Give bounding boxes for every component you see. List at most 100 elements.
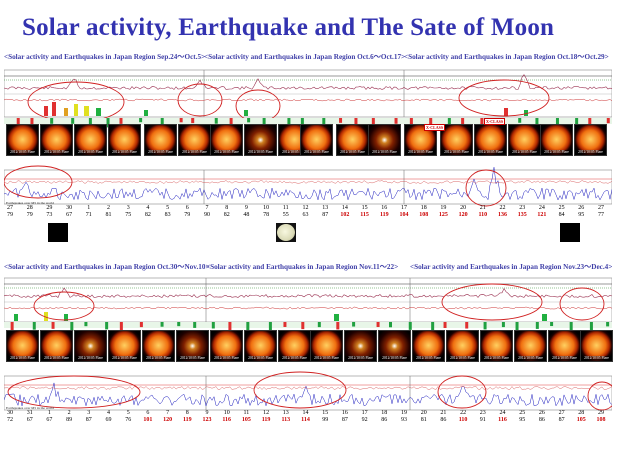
earthquake-marker (431, 322, 435, 332)
day-label: 27 (598, 205, 604, 211)
top-combined-chart (4, 69, 612, 207)
solar-image: 2012/10/05 Flare (108, 330, 141, 362)
solar-image: 2012/10/05 Flare (6, 124, 39, 156)
solar-image: 2012/10/05 Flare (540, 124, 573, 156)
day-label: 14 (302, 410, 309, 416)
eq-count: 83 (164, 212, 171, 218)
earthquake-marker (389, 322, 393, 328)
panel-header-4: <Solar activity and Earthquakes in Japan… (4, 263, 210, 271)
earthquake-marker (376, 322, 380, 328)
earthquake-marker (535, 322, 539, 329)
solar-image: 2012/10/05 Flare (40, 330, 73, 362)
eq-count: 86 (538, 417, 545, 423)
earthquake-marker (51, 322, 55, 329)
day-label: 18 (420, 205, 427, 211)
earthquake-marker (160, 322, 164, 327)
earthquake-marker (16, 118, 20, 127)
solar-image: 2012/10/05 Flare (508, 124, 541, 156)
earthquake-markers (16, 118, 610, 128)
day-label: 28 (578, 410, 585, 416)
solar-image: 2012/10/05 Flare (74, 124, 107, 156)
solar-image-caption: 2012/10/05 Flare (109, 356, 140, 360)
day-label: 2 (107, 205, 110, 211)
day-label: 7 (205, 205, 209, 211)
magnetic-field-series (4, 74, 612, 102)
day-label: 8 (225, 205, 229, 211)
solar-image: 2012/10/05 Flare (244, 330, 277, 362)
solar-image: 2012/10/05 Flare (474, 124, 507, 156)
highlight-circles-upper (33, 283, 605, 321)
eq-count: 79 (184, 212, 191, 218)
solar-image: 2012/10/05 Flare (336, 124, 369, 156)
solar-image-caption: 2012/10/05 Flare (211, 356, 242, 360)
day-label: 10 (223, 410, 230, 416)
earthquake-marker (32, 322, 36, 330)
day-label: 26 (538, 410, 545, 416)
day-label: 25 (519, 410, 526, 416)
solar-image: 2012/10/05 Flare (74, 330, 107, 362)
eq-count: 95 (578, 212, 585, 218)
day-label: 24 (538, 205, 545, 211)
earthquake-marker (214, 118, 218, 124)
earthquake-marker (606, 118, 610, 124)
solar-image: 2012/10/05 Flare (514, 330, 547, 362)
eq-count: 89 (66, 417, 73, 423)
earthquake-marker (339, 118, 343, 123)
eq-count: 82 (223, 212, 230, 218)
solar-image-caption: 2012/10/05 Flare (179, 150, 210, 154)
eq-count: 90 (204, 212, 210, 218)
earthquake-marker (119, 322, 123, 331)
day-label: 4 (107, 410, 110, 416)
panel-header-2: <Solar activity and Earthquakes in Japan… (204, 53, 406, 61)
solar-image: 2012/10/05 Flare (412, 330, 445, 362)
solar-image: 2012/10/05 Flare (480, 330, 513, 362)
eq-count: 110 (478, 212, 488, 218)
day-label: 5 (166, 205, 170, 211)
earthquake-marker (193, 322, 197, 328)
earthquake-marker (447, 118, 451, 125)
day-label: 20 (420, 410, 427, 416)
solar-image-caption: 2012/10/05 Flare (575, 150, 606, 154)
day-label: 23 (519, 205, 526, 211)
solar-image-caption: 2012/10/05 Flare (515, 356, 546, 360)
bottom-panel: <Solar activity and Earthquakes in Japan… (0, 262, 620, 432)
full-moon-icon (276, 223, 296, 242)
eq-count: 76 (125, 417, 132, 423)
day-label: 28 (26, 205, 33, 211)
earthquake-marker (88, 118, 92, 125)
solar-image: 2012/10/05 Flare (378, 330, 411, 362)
earthquake-marker (160, 118, 164, 125)
solar-image: 2012/10/05 Flare (178, 124, 211, 156)
solar-image-caption: 2012/10/05 Flare (405, 150, 436, 154)
eq-count: 86 (381, 417, 388, 423)
day-label: 19 (401, 410, 407, 416)
eq-count: 116 (222, 417, 232, 423)
earthquake-marker (515, 322, 519, 331)
day-label: 22 (460, 410, 467, 416)
eq-count: 67 (46, 417, 53, 423)
day-label: 29 (46, 205, 53, 211)
earthquake-markers (10, 322, 610, 332)
day-label: 17 (361, 410, 368, 416)
day-label: 3 (126, 205, 130, 211)
day-label: 12 (302, 205, 309, 211)
series-line (4, 167, 612, 201)
earthquake-marker (247, 118, 251, 123)
day-label: 10 (263, 205, 270, 211)
solar-image: 2012/10/05 Flare (176, 330, 209, 362)
solar-image-caption: 2012/10/05 Flare (413, 356, 444, 360)
earthquake-marker (371, 118, 375, 126)
earthquake-marker (268, 322, 272, 331)
eq-count: 119 (379, 212, 389, 218)
solar-image-caption: 2012/10/05 Flare (311, 356, 342, 360)
earthquake-marker (139, 118, 143, 123)
eq-count: 108 (596, 417, 606, 423)
solar-image-caption: 2012/10/05 Flare (145, 150, 176, 154)
solar-image-caption: 2012/10/05 Flare (7, 150, 38, 154)
series-line (4, 386, 612, 390)
eq-count: 115 (360, 212, 369, 218)
earthquake-marker (483, 322, 487, 330)
earthquake-marker (589, 322, 593, 332)
solar-image: 2012/10/05 Flare (446, 330, 479, 362)
day-label: 6 (146, 410, 150, 416)
